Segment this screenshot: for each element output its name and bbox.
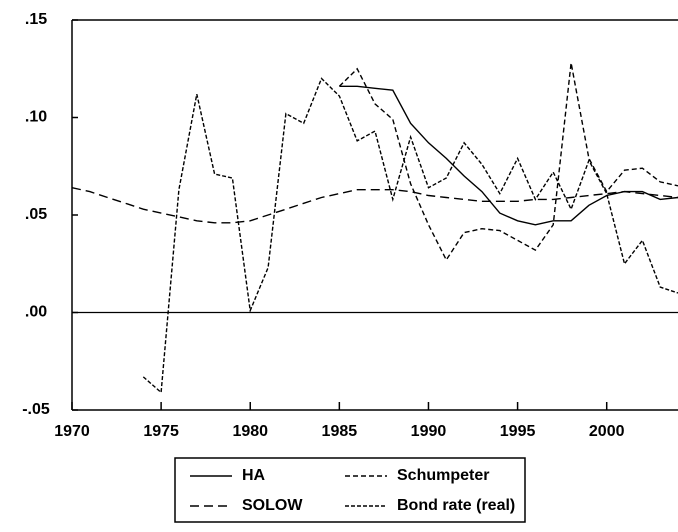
legend-label: SOLOW [242, 497, 303, 514]
y-tick-label: .00 [25, 304, 47, 321]
x-tick-label: 1985 [322, 423, 358, 440]
series-line [71, 187, 678, 224]
x-tick-label: 2000 [589, 423, 625, 440]
y-tick-label: .15 [25, 11, 47, 28]
x-tick-label: 1990 [411, 423, 447, 440]
y-tick-label: .05 [25, 206, 47, 223]
x-tick-label: 1995 [500, 423, 536, 440]
x-tick-label: 1980 [232, 423, 268, 440]
legend-label: Schumpeter [397, 467, 489, 484]
x-tick-label: 1970 [54, 423, 90, 440]
legend-box [174, 457, 526, 523]
series-line [339, 85, 678, 226]
x-tick-label: 1975 [143, 423, 179, 440]
y-tick-label: .10 [25, 109, 47, 126]
series-line [338, 62, 678, 262]
legend-label: HA [242, 467, 266, 484]
series-line [142, 77, 678, 394]
y-tick-label: -.05 [22, 401, 50, 418]
legend-label: Bond rate (real) [397, 497, 515, 514]
